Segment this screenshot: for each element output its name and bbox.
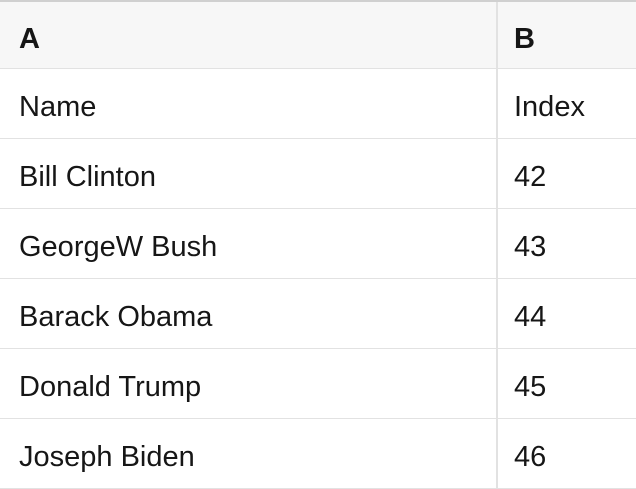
table-row: GeorgeW Bush 43	[0, 209, 636, 279]
column-header-b[interactable]: B	[514, 22, 535, 55]
table-row: Bill Clinton 42	[0, 139, 636, 209]
cell-a1-name-label[interactable]: Name	[0, 69, 498, 138]
cell-a3[interactable]: GeorgeW Bush	[0, 209, 498, 278]
cell-a4[interactable]: Barack Obama	[0, 279, 498, 348]
table-row: Barack Obama 44	[0, 279, 636, 349]
cell-b2[interactable]: 42	[514, 161, 547, 193]
cell-a6[interactable]: Joseph Biden	[0, 419, 498, 488]
cell-b1-index-label[interactable]: Index	[514, 91, 585, 123]
cell-a2[interactable]: Bill Clinton	[0, 139, 498, 208]
cell-b5[interactable]: 45	[514, 371, 547, 403]
cell-b6[interactable]: 46	[514, 441, 547, 473]
table-row: Name Index	[0, 69, 636, 139]
table-row: Joseph Biden 46	[0, 419, 636, 489]
column-header-a[interactable]: A	[0, 2, 498, 68]
cell-b4[interactable]: 44	[514, 301, 547, 333]
cell-a5[interactable]: Donald Trump	[0, 349, 498, 418]
table-row: Donald Trump 45	[0, 349, 636, 419]
cell-b3[interactable]: 43	[514, 231, 547, 263]
column-header-row: A B	[0, 2, 636, 69]
